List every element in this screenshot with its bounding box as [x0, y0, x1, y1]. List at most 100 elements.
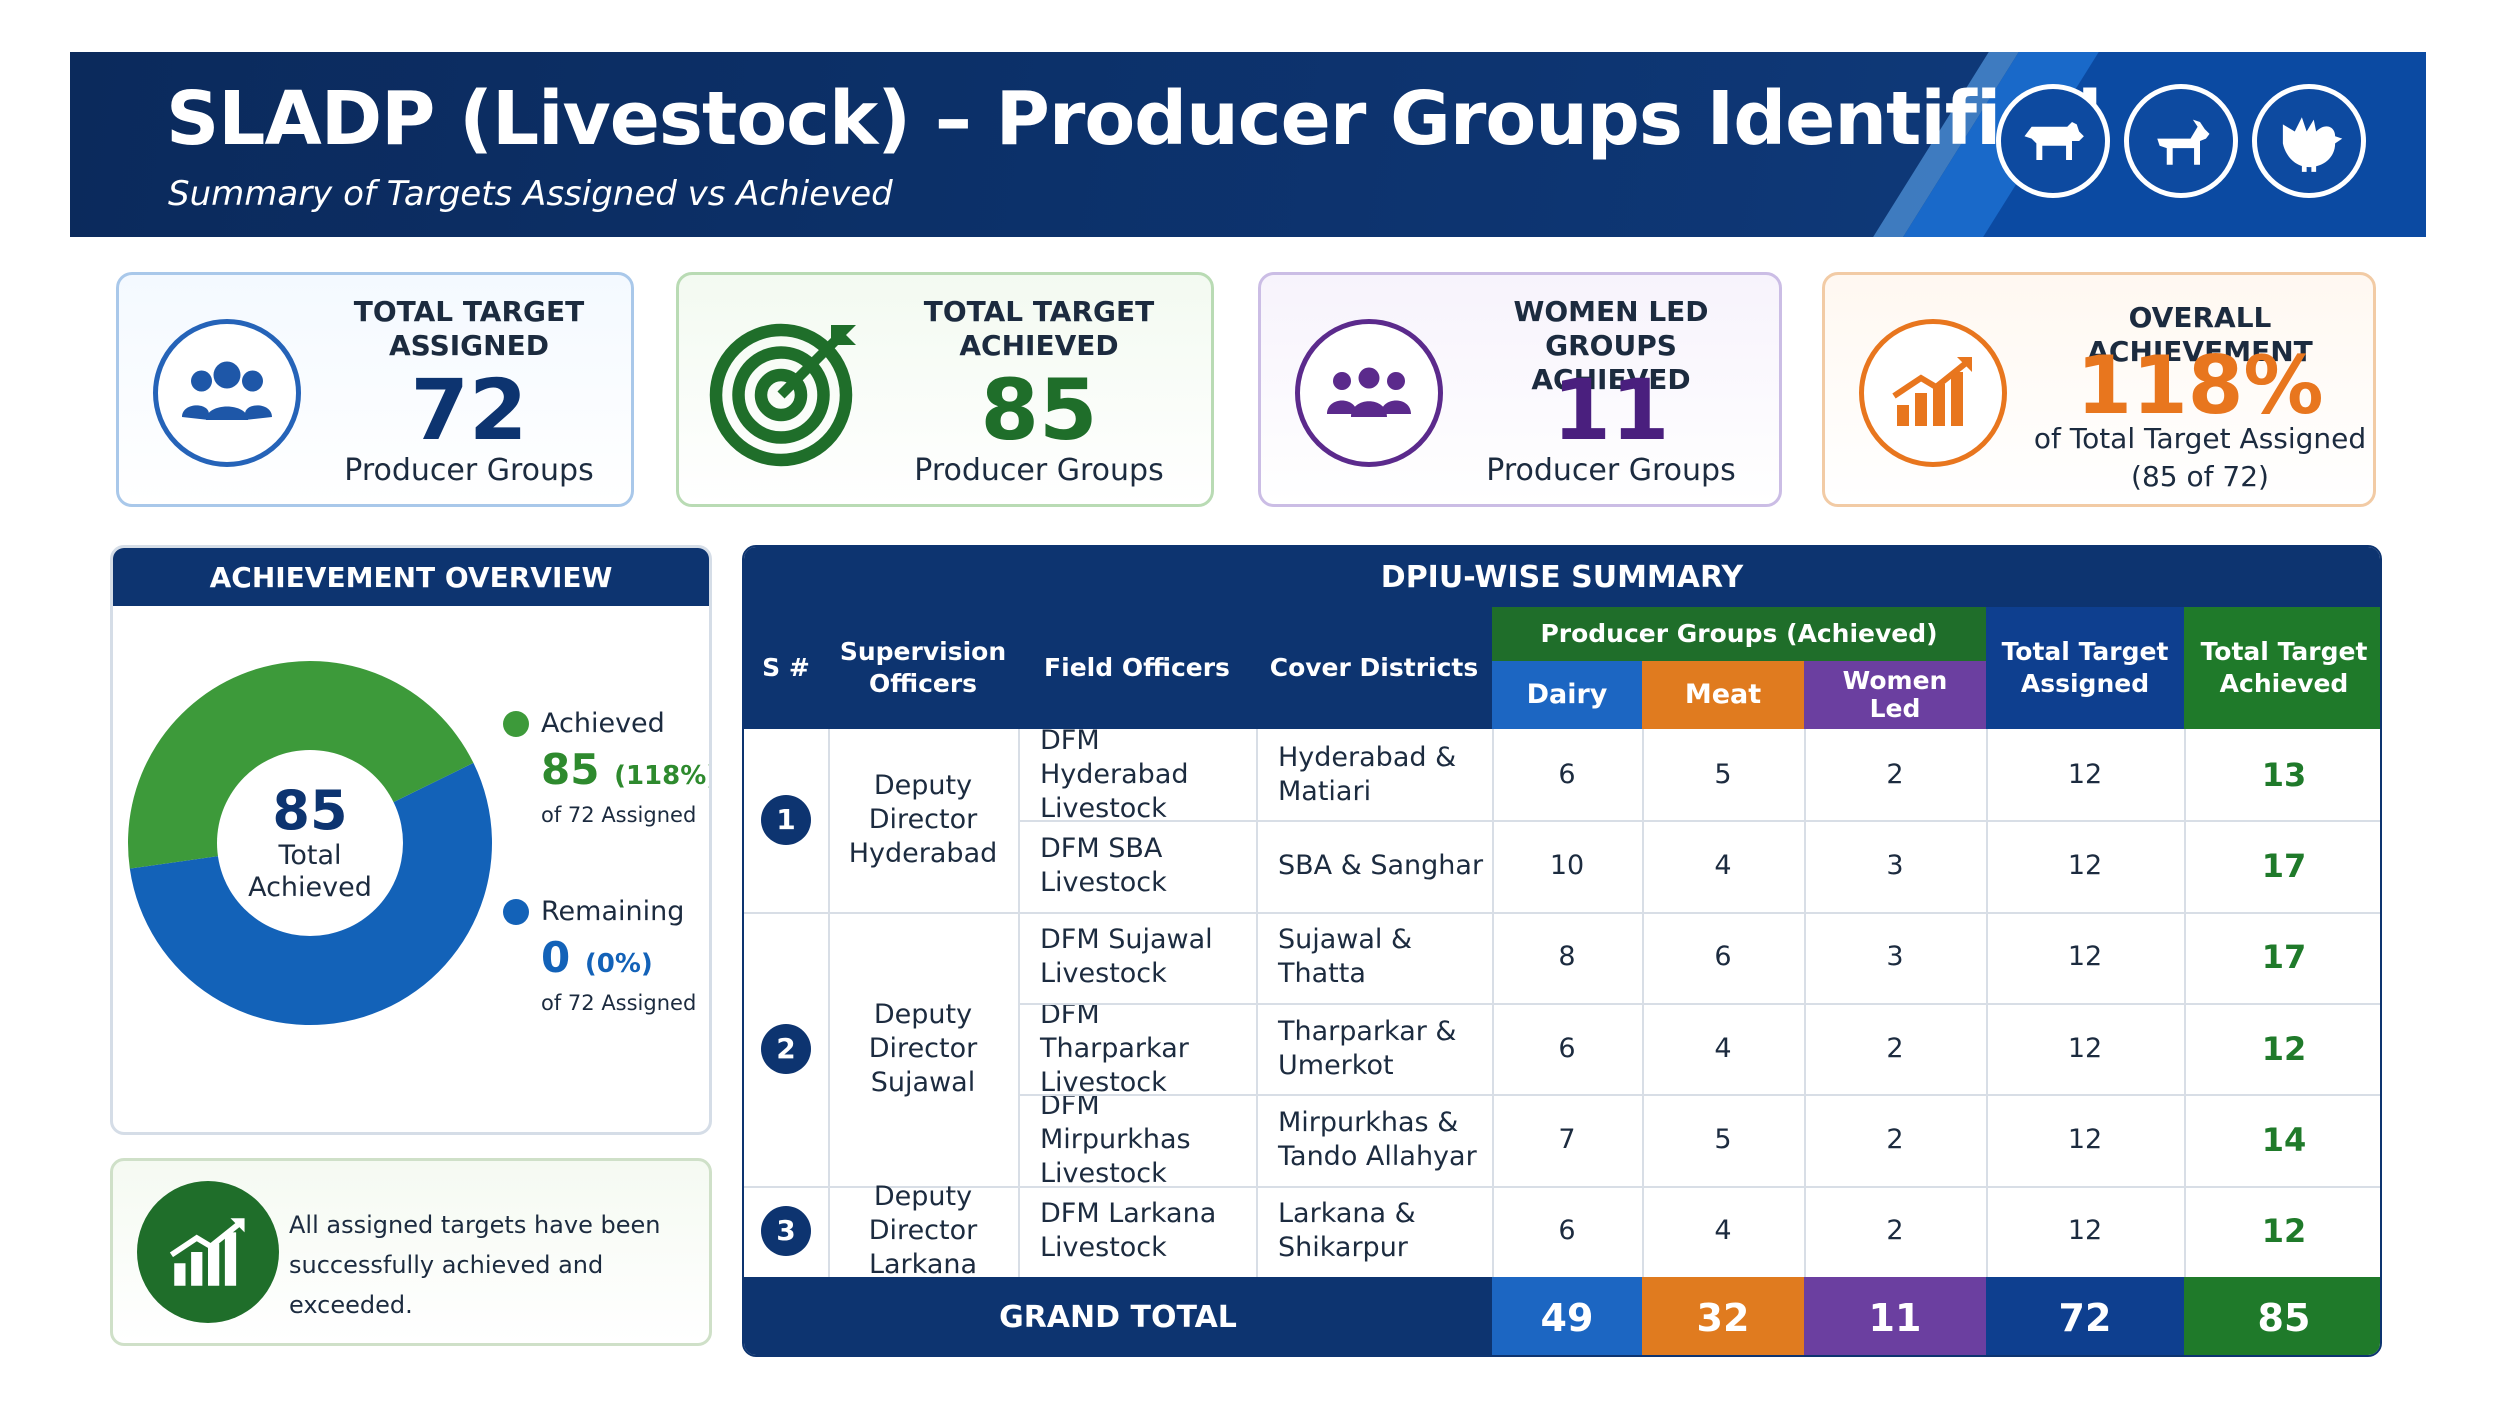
cell-meat: 5	[1714, 1123, 1732, 1155]
legend-percent: (118%)	[614, 761, 712, 791]
cell-achieved: 13	[2261, 755, 2307, 794]
header-text: Officers	[868, 669, 978, 698]
cell-achieved: 17	[2261, 846, 2307, 885]
cell-women: 3	[1886, 849, 1904, 881]
row-divider	[1018, 820, 2380, 823]
cell-achieved: 14	[2261, 1120, 2307, 1159]
kpi-value: 118%	[2076, 339, 2324, 432]
cell-text: Livestock	[1040, 866, 1167, 898]
donut-center-value: 85	[272, 779, 348, 842]
kpi-total-achieved: TOTAL TARGET ACHIEVED 85 Producer Groups	[676, 272, 1214, 507]
legend-remaining: Remaining 0 (0%) of 72 Assigned	[503, 896, 696, 1015]
cell-text: Hyderabad	[848, 838, 998, 870]
cow-icon	[1996, 84, 2110, 198]
cell-text: Umerkot	[1278, 1049, 1394, 1081]
cell-achieved: 12	[2261, 1212, 2307, 1251]
cell-text: Director	[868, 804, 978, 836]
cell-dairy: 7	[1558, 1123, 1576, 1155]
col-divider	[1256, 729, 1258, 1277]
cell-meat: 5	[1714, 758, 1732, 790]
col-divider	[1986, 729, 1988, 1277]
cell-meat: 6	[1714, 941, 1732, 973]
col-header-total-assigned: Total Target Assigned	[1986, 607, 2184, 729]
row-divider	[744, 1185, 2380, 1188]
grand-total-meat: 32	[1696, 1296, 1750, 1340]
cell-supervision-officer: Deputy Director Hyderabad	[828, 729, 1018, 912]
cell-achieved: 12	[2261, 1029, 2307, 1068]
success-note: All assigned targets have been successfu…	[110, 1158, 712, 1346]
col-divider	[1018, 729, 1020, 1277]
kpi-value: 11	[1552, 361, 1670, 459]
cell-assigned: 12	[2067, 849, 2103, 881]
col-header-field-officers: Field Officers	[1044, 653, 1230, 682]
cell-assigned: 12	[2067, 1215, 2103, 1247]
kpi-total-assigned: TOTAL TARGET ASSIGNED 72 Producer Groups	[116, 272, 634, 507]
kpi-title: OVERALL ACHIEVEMENT	[2087, 301, 2313, 368]
note-line: successfully achieved and exceeded.	[289, 1251, 604, 1319]
cell-meat: 4	[1714, 1215, 1732, 1247]
cell-text: Sujawal & Thatta	[1278, 924, 1413, 990]
panel-title: ACHIEVEMENT OVERVIEW	[113, 548, 709, 606]
chicken-icon	[2252, 84, 2366, 198]
cell-sno: 3	[744, 1186, 828, 1277]
cell-text: Tando Allahyar	[1278, 1140, 1477, 1172]
dpiu-summary-table: DPIU-WISE SUMMARY S # Supervision Officer…	[742, 545, 2382, 1357]
legend-achieved: Achieved 85 (118%) of 72 Assigned	[503, 708, 712, 827]
cell-text: Livestock	[1040, 792, 1167, 824]
cell-cd: Tharparkar & Umerkot	[1256, 1003, 1492, 1094]
grand-total-women-led: 11	[1868, 1296, 1922, 1340]
cell-text: Sujawal	[870, 1066, 976, 1098]
note-text: All assigned targets have been successfu…	[289, 1205, 699, 1325]
header-text: Total Target	[2001, 637, 2169, 666]
legend-percent: (0%)	[584, 949, 653, 979]
target-icon	[701, 305, 871, 475]
note-line: All assigned targets have been	[289, 1211, 661, 1239]
cell-dairy: 6	[1558, 758, 1576, 790]
cell-text: Larkana &	[1278, 1198, 1416, 1230]
cell-assigned: 12	[2067, 1123, 2103, 1155]
cell-text: Hyderabad &	[1278, 741, 1457, 773]
col-divider	[2184, 729, 2186, 1277]
cell-fo: DFM Larkana Livestock	[1018, 1186, 1256, 1277]
cell-text: Larkana	[868, 1249, 978, 1281]
legend-label: Remaining	[541, 896, 685, 927]
cell-text: Livestock	[1040, 1157, 1167, 1189]
cell-text: Tharparkar &	[1278, 1015, 1457, 1047]
grand-total-dairy: 49	[1540, 1296, 1594, 1340]
legend-note: of 72 Assigned	[541, 803, 697, 827]
legend-label: Achieved	[541, 708, 665, 739]
page-title: SLADP (Livestock) – Producer Groups Iden…	[166, 76, 2102, 162]
grand-total-assigned: 72	[2058, 1296, 2112, 1340]
col-header-sno: S #	[762, 653, 810, 682]
header-text: Women	[1842, 666, 1948, 695]
cell-dairy: 6	[1558, 1032, 1576, 1064]
cell-women: 2	[1886, 1032, 1904, 1064]
cell-cd: Larkana & Shikarpur	[1256, 1186, 1492, 1277]
header-text: Total Target	[2200, 637, 2368, 666]
cell-women: 2	[1886, 1123, 1904, 1155]
cell-dairy: 6	[1558, 1215, 1576, 1247]
col-divider	[828, 729, 830, 1277]
col-divider	[1642, 729, 1644, 1277]
cell-fo: DFM Hyderabad Livestock	[1018, 725, 1256, 824]
cell-text: Deputy	[873, 770, 973, 802]
kpi-women-led: WOMEN LED GROUPS ACHIEVED 11 Producer Gr…	[1258, 272, 1782, 507]
donut-center-label: Achieved	[248, 872, 372, 903]
col-header-women-led: Women Led	[1804, 661, 1986, 729]
cell-fo: DFM SBA Livestock	[1018, 820, 1256, 911]
cell-sno: 1	[744, 729, 828, 912]
header-text: Led	[1869, 694, 1921, 723]
kpi-subtitle: Producer Groups	[1486, 453, 1736, 488]
cell-supervision-officer: Deputy Director Larkana	[828, 1181, 1018, 1280]
cell-text: Deputy	[873, 1181, 973, 1213]
cell-text: Mirpurkhas &	[1278, 1106, 1459, 1138]
donut-center-label: Total	[278, 840, 342, 871]
cell-women: 2	[1886, 1215, 1904, 1247]
cell-text: Livestock	[1040, 1066, 1167, 1098]
header-text: Supervision	[839, 637, 1007, 666]
cell-fo: DFM Sujawal Livestock	[1018, 912, 1256, 1003]
grand-total-label: GRAND TOTAL	[999, 1300, 1237, 1335]
animal-icons	[1996, 84, 2366, 198]
cell-women: 2	[1886, 758, 1904, 790]
col-header-dairy: Dairy	[1526, 679, 1608, 710]
